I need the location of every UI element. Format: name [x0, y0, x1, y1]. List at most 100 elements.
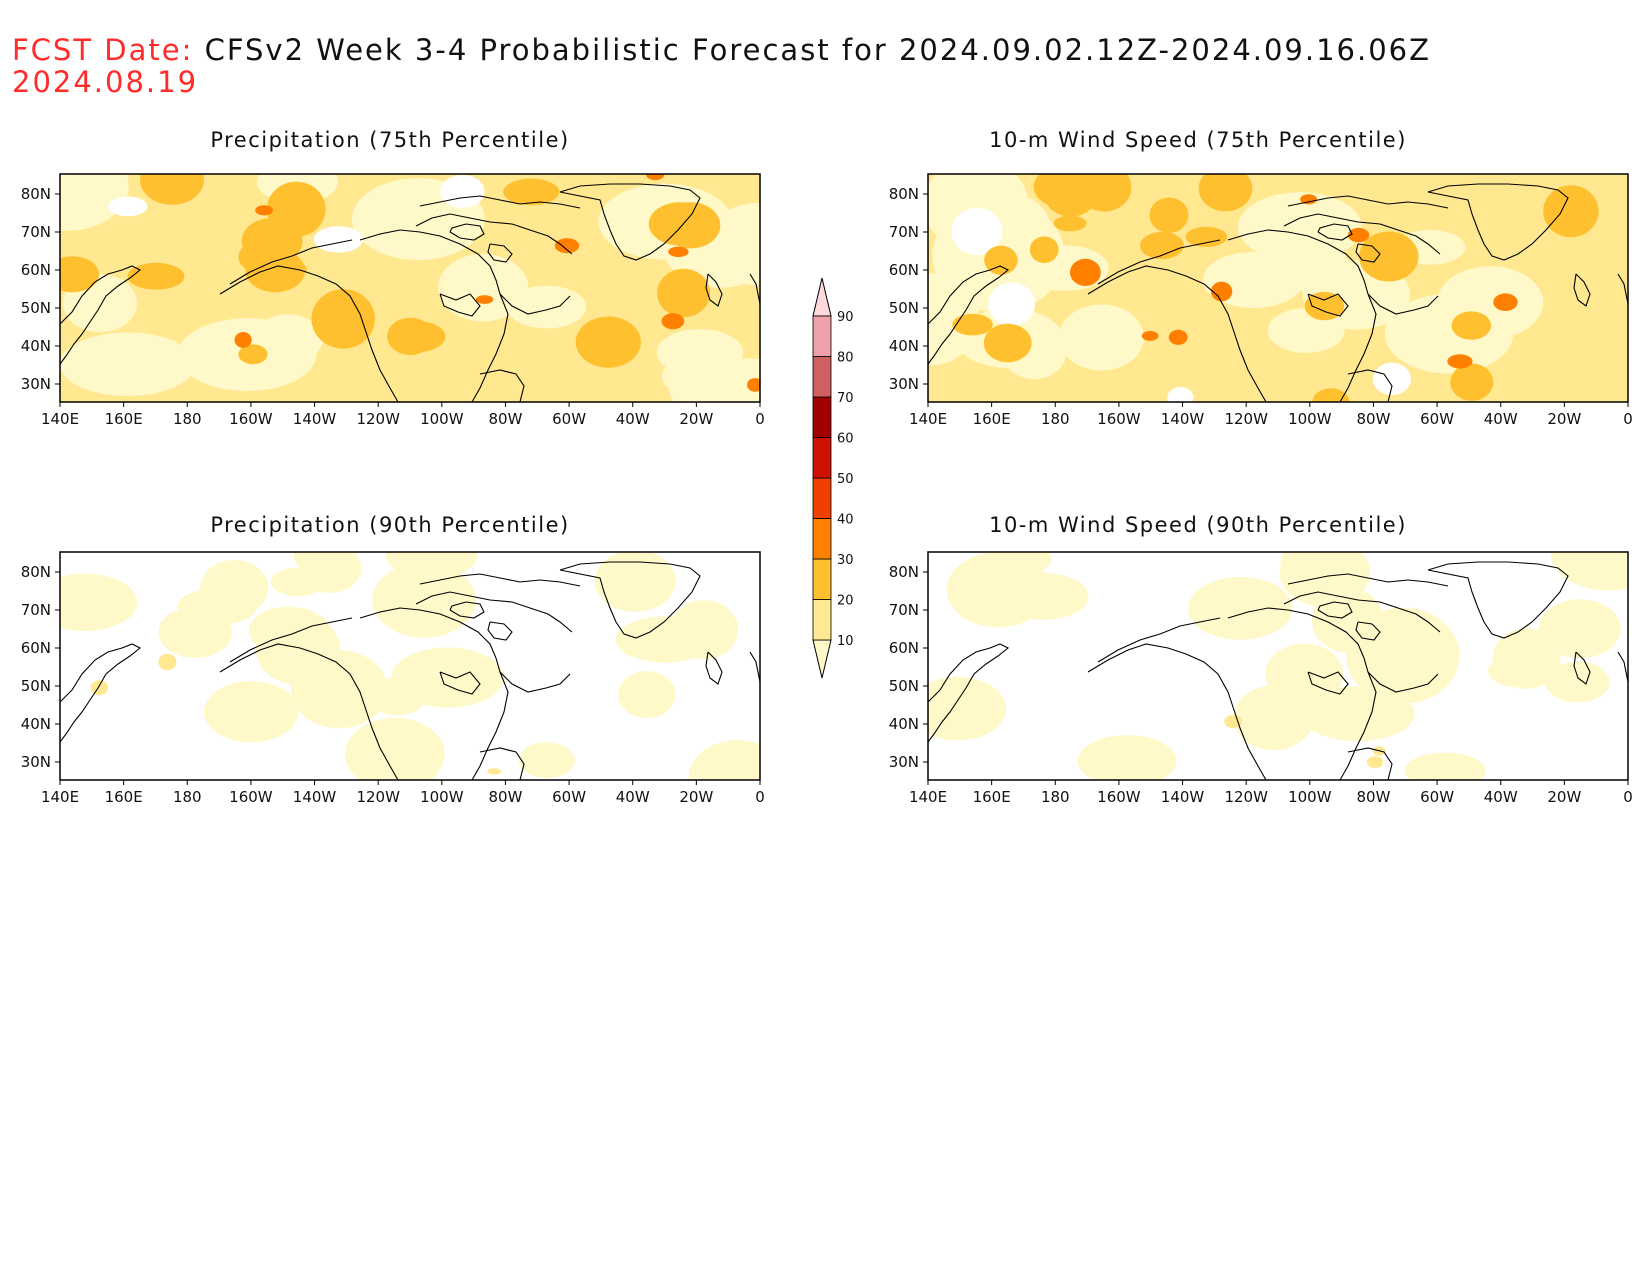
contour-region	[928, 676, 1007, 741]
contour-region	[241, 217, 303, 265]
coastline	[1287, 195, 1449, 209]
coastline	[1283, 591, 1441, 633]
panel-title-wind90: 10-m Wind Speed (90th Percentile)	[989, 513, 1407, 537]
coastline	[479, 369, 525, 402]
lon-tick-label: 80W	[488, 410, 522, 428]
lat-tick-label: 70N	[889, 223, 919, 241]
coastline	[1317, 223, 1353, 241]
contour-region	[554, 238, 580, 254]
lon-tick-label: 80W	[1356, 410, 1390, 428]
colorbar-segment	[812, 599, 832, 641]
coastline	[359, 607, 571, 693]
contour-region	[1302, 260, 1411, 330]
contour-region	[615, 616, 714, 663]
lon-tick-label: 60W	[1420, 788, 1454, 806]
contour-region	[1033, 174, 1096, 209]
lon-tick-label: 140E	[41, 410, 79, 428]
colorbar-label: 50	[837, 472, 854, 487]
contour-region	[598, 183, 732, 260]
map-frame	[927, 551, 1629, 781]
contour-region	[238, 241, 279, 273]
contour-region	[1384, 293, 1514, 374]
lon-tick-label: 0	[1623, 788, 1633, 806]
coastline	[229, 617, 353, 663]
lon-tick-label: 180	[1041, 788, 1070, 806]
contour-region	[245, 249, 306, 293]
contour-region	[1550, 552, 1628, 591]
lat-tick-label: 60N	[21, 639, 51, 657]
contour-region	[438, 253, 529, 322]
lon-tick-label: 100W	[420, 788, 464, 806]
contour-region	[1493, 293, 1518, 311]
contour-region	[1300, 686, 1415, 742]
coastline	[1227, 607, 1439, 693]
contour-region	[646, 174, 665, 181]
coastline	[487, 243, 513, 263]
coastline	[439, 671, 481, 695]
contour-region	[313, 226, 363, 253]
coastline	[1307, 293, 1349, 317]
contour-region	[963, 192, 1051, 263]
coastline	[1355, 621, 1381, 641]
contour-region	[1373, 746, 1386, 756]
colorbar-segment	[812, 356, 832, 398]
coastline	[60, 265, 142, 365]
contour-region	[1404, 752, 1486, 780]
contour-region	[1538, 599, 1621, 659]
coastline	[1573, 651, 1591, 685]
contour-region	[1300, 194, 1318, 205]
coastline	[928, 643, 1010, 743]
lon-tick-label: 140W	[1161, 410, 1205, 428]
coastline	[1283, 213, 1441, 255]
contour-region	[475, 295, 494, 304]
contour-region	[1140, 231, 1184, 260]
lon-tick-label: 100W	[1288, 410, 1332, 428]
coastline	[1617, 651, 1628, 683]
lon-tick-label: 60W	[552, 788, 586, 806]
coastline	[559, 183, 701, 261]
contour-region	[391, 647, 504, 708]
contour-region	[648, 202, 713, 246]
lat-tick-label: 80N	[889, 563, 919, 581]
contour-region	[590, 322, 633, 356]
contour-region	[1224, 714, 1243, 729]
contour-region	[1265, 643, 1343, 704]
contour-region	[149, 264, 180, 282]
contour-region	[1280, 239, 1349, 294]
coastline	[449, 223, 485, 241]
lon-tick-label: 40W	[1484, 788, 1518, 806]
colorbar-label: 30	[837, 553, 854, 568]
contour-region	[964, 569, 1041, 604]
lat-tick-label: 50N	[889, 299, 919, 317]
lat-tick-label: 40N	[889, 337, 919, 355]
contour-region	[1237, 192, 1362, 262]
contour-region	[1188, 576, 1293, 640]
coastline	[1573, 273, 1591, 307]
contour-region	[1168, 329, 1188, 345]
colorbar-segment	[812, 437, 832, 479]
figure-title: CFSv2 Week 3-4 Probabilistic Forecast fo…	[204, 33, 1431, 67]
coastline	[1287, 573, 1449, 587]
lon-tick-label: 160E	[973, 410, 1011, 428]
contour-region	[1346, 607, 1460, 704]
lon-tick-label: 0	[1623, 410, 1633, 428]
contour-region	[345, 717, 445, 780]
contour-region	[1492, 628, 1561, 689]
contour-region	[1021, 245, 1109, 291]
coastline	[1097, 239, 1221, 285]
map-panel-wind75: 140E 160E 180 160W 140W 120W 100W 80W 60W 40W 20W 0…	[889, 173, 1633, 428]
contour-region	[706, 202, 760, 286]
coastline	[419, 195, 581, 209]
lat-tick-label: 70N	[21, 601, 51, 619]
lon-tick-label: 0	[755, 410, 765, 428]
coastline	[1339, 293, 1377, 402]
contour-region	[518, 742, 575, 778]
contour-region	[293, 552, 357, 578]
contour-region	[234, 332, 252, 348]
contour-region	[1447, 354, 1473, 369]
lon-tick-label: 140E	[909, 788, 947, 806]
colorbar-high-triangle	[812, 277, 832, 317]
lat-tick-label: 70N	[889, 601, 919, 619]
